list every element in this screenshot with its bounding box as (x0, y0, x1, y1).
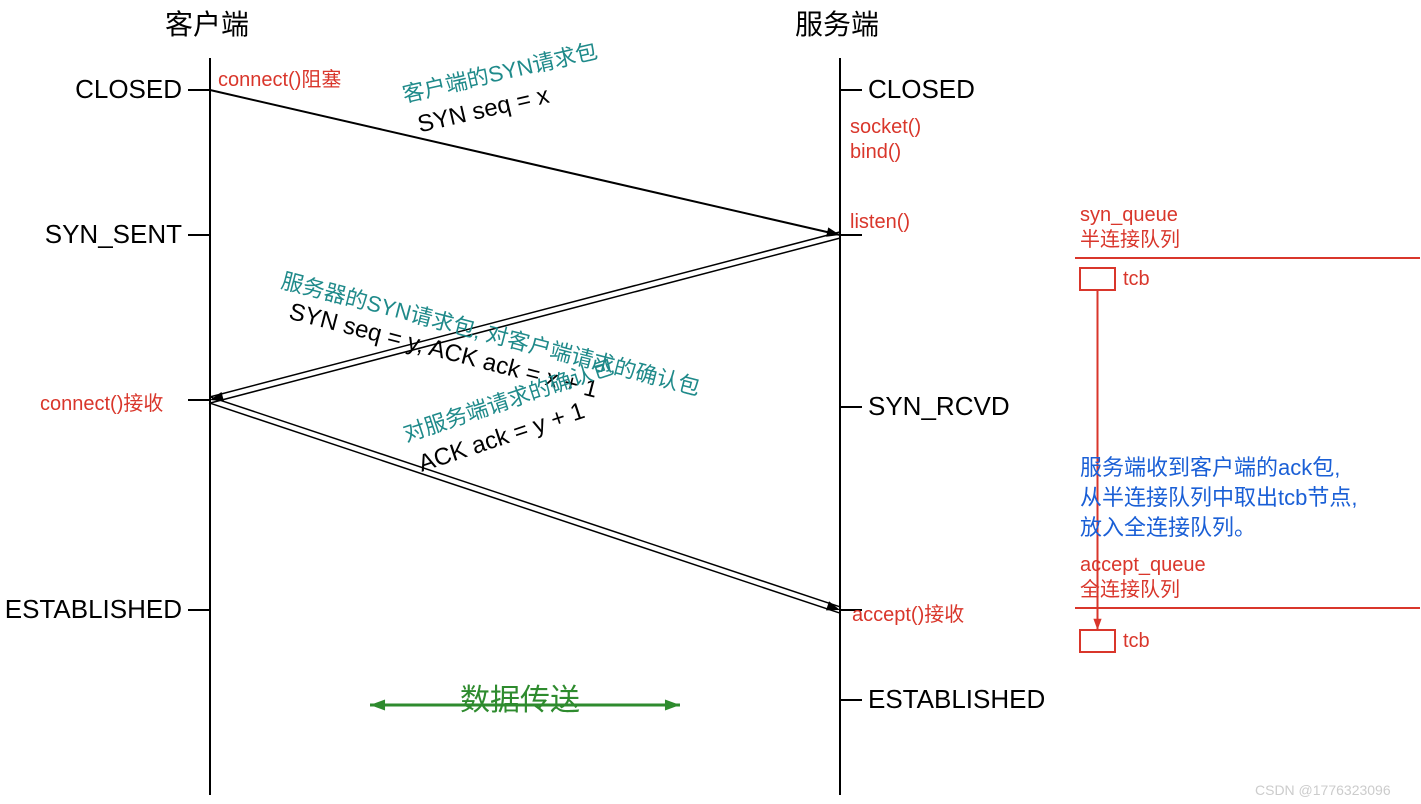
syn-queue-title1: syn_queue (1080, 203, 1178, 227)
server-api: listen() (850, 210, 910, 234)
client-header: 客户端 (165, 8, 249, 42)
syn-queue-title2: 半连接队列 (1080, 228, 1180, 252)
accept-queue-title1: accept_queue (1080, 553, 1206, 577)
syn-tcb-label: tcb (1123, 267, 1150, 291)
client-api: connect()接收 (40, 392, 163, 416)
client-state-established: ESTABLISHED (5, 594, 182, 625)
accept-queue-title2: 全连接队列 (1080, 578, 1180, 602)
client-api: connect()阻塞 (218, 68, 341, 92)
queue-note-1: 服务端收到客户端的ack包, (1080, 455, 1340, 481)
server-header: 服务端 (795, 8, 879, 42)
client-state-closed: CLOSED (75, 74, 182, 105)
server-state-closed: CLOSED (868, 74, 975, 105)
server-state-established: ESTABLISHED (868, 684, 1045, 715)
server-api: bind() (850, 140, 901, 164)
accept-tcb-label: tcb (1123, 629, 1150, 653)
queue-note-3: 放入全连接队列。 (1080, 515, 1256, 541)
client-state-syn_sent: SYN_SENT (45, 219, 182, 250)
data-transfer-label: 数据传送 (460, 683, 580, 719)
diagram-svg (0, 0, 1421, 804)
server-state-syn_rcvd: SYN_RCVD (868, 391, 1010, 422)
watermark: CSDN @1776323096 (1255, 782, 1391, 799)
server-api: socket() (850, 115, 921, 139)
server-api: accept()接收 (852, 603, 964, 627)
queue-note-2: 从半连接队列中取出tcb节点, (1080, 485, 1357, 511)
